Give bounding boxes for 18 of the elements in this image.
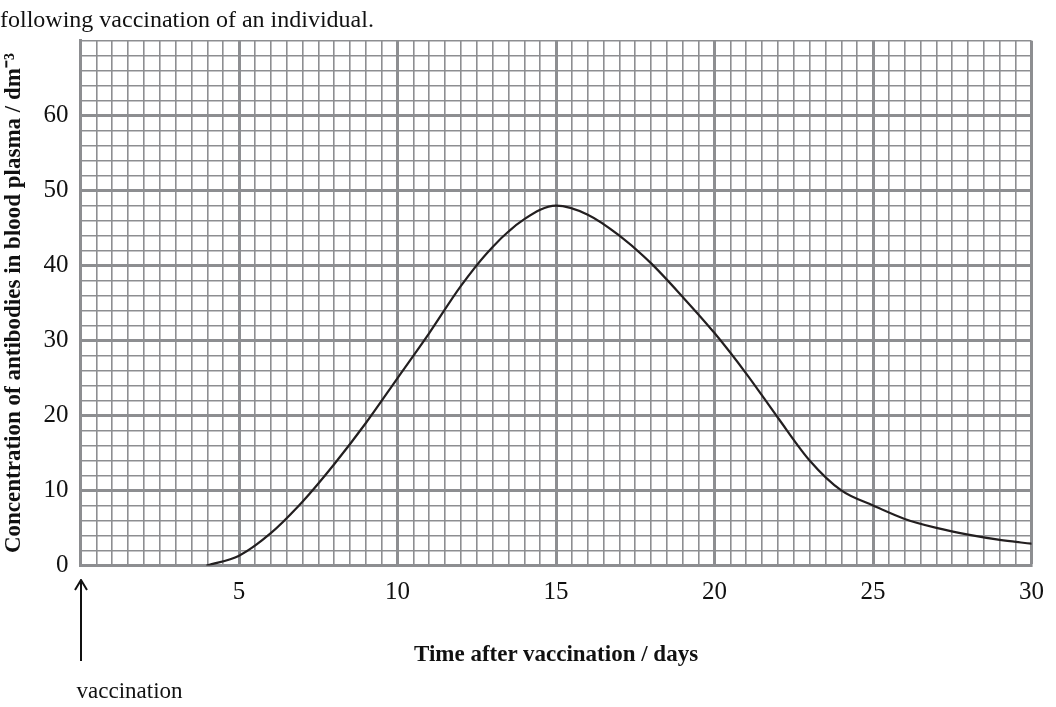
x-tick-label: 25	[860, 576, 886, 604]
x-tick-label: 20	[702, 576, 728, 604]
y-tick-label: 10	[43, 475, 69, 503]
y-tick-label: 30	[43, 325, 69, 353]
line-series	[206, 204, 1032, 566]
y-tick-label: 50	[43, 175, 69, 203]
y-tick-label: 0	[56, 549, 69, 577]
y-axis-title: Concentration of antibodies in blood plasma / dm⁻³	[0, 53, 25, 554]
y-tick-label: 60	[43, 100, 69, 128]
text: vaccination	[76, 678, 184, 703]
x-tick-label: 15	[543, 576, 569, 604]
y-tick-label: 20	[43, 400, 69, 428]
x-axis-title: Time after vaccination / days	[414, 641, 699, 667]
x-tick-label: 10	[385, 576, 411, 604]
x-tick-label: 30	[1019, 576, 1044, 604]
x-tick-label: 5	[232, 576, 246, 604]
chart-subtitle: following vaccination of an individual.	[0, 5, 374, 32]
y-tick-label: 40	[43, 250, 69, 278]
